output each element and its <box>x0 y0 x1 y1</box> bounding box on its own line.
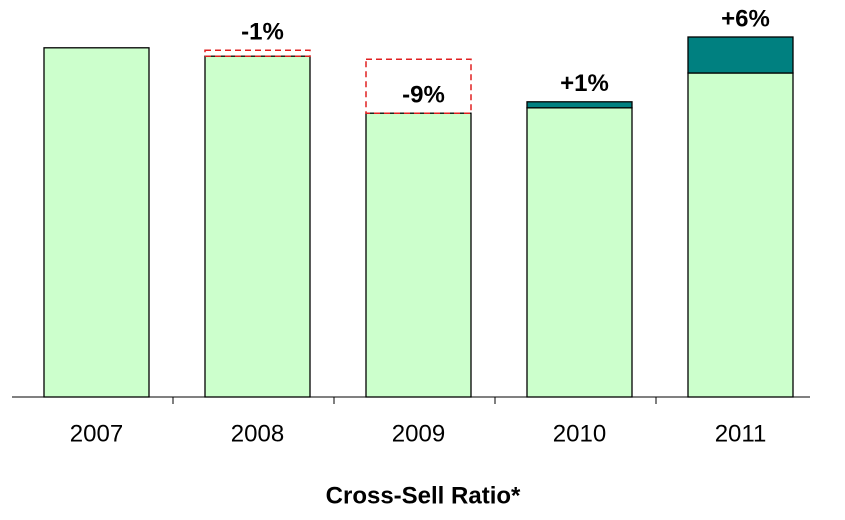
bar <box>43 47 150 398</box>
chart-title: Cross-Sell Ratio* <box>326 482 521 509</box>
decline-box <box>365 58 472 114</box>
bar <box>687 72 794 398</box>
x-tick-label: 2007 <box>70 420 123 447</box>
bar <box>204 55 311 398</box>
increase-bar <box>687 36 794 74</box>
data-label: +6% <box>721 5 770 32</box>
x-tick-label: 2010 <box>553 420 606 447</box>
data-label: -1% <box>241 19 284 46</box>
decline-box <box>204 49 311 57</box>
bar <box>365 112 472 398</box>
data-label: -9% <box>402 81 445 108</box>
x-tick-label: 2009 <box>392 420 445 447</box>
data-label: +1% <box>560 70 609 97</box>
bar <box>526 107 633 398</box>
increase-bar <box>526 101 633 109</box>
x-tick-label: 2011 <box>715 420 767 447</box>
x-tick-label: 2008 <box>231 420 284 447</box>
